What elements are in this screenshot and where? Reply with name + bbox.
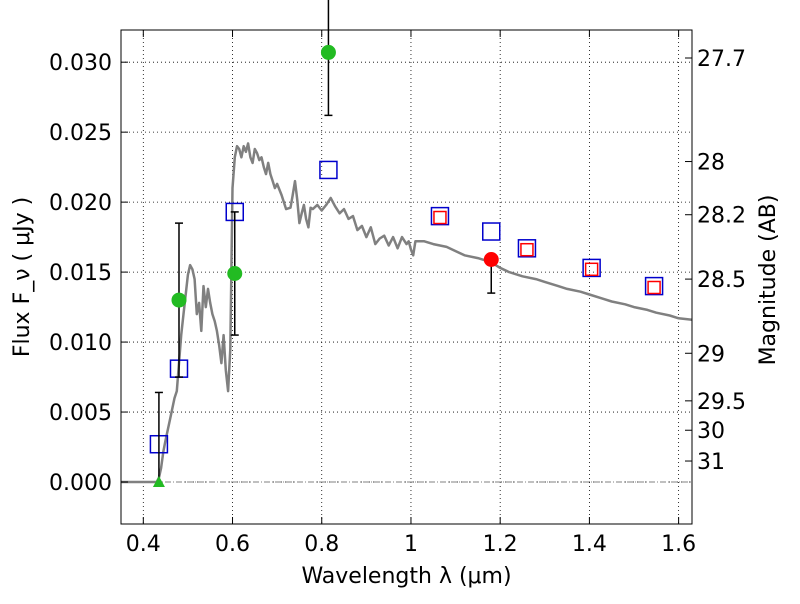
model-sed-line xyxy=(121,142,693,484)
x-tick-label: 1.6 xyxy=(661,532,696,557)
y-axis-label: Flux F_ν ( μJy ) xyxy=(10,197,35,357)
red-square-marker xyxy=(647,280,661,295)
right-tick-label: 28.2 xyxy=(697,204,746,229)
right-tick-label: 31 xyxy=(697,450,725,475)
grid xyxy=(121,30,692,524)
x-axis-label: Wavelength λ (μm) xyxy=(301,564,511,589)
red-circle-marker xyxy=(483,252,499,268)
blue-square-marker xyxy=(430,206,450,226)
y-tick-label: 0.015 xyxy=(49,261,112,286)
data-series xyxy=(121,0,693,488)
x-axis-ticks: 0.4 0.6 0.8 1 1.2 1.4 1.6 xyxy=(126,30,696,557)
right-tick-label: 29 xyxy=(697,342,725,367)
red-square-marker xyxy=(433,210,447,225)
red-square-marker xyxy=(584,262,599,277)
y-tick-label: 0.000 xyxy=(49,471,112,496)
y-tick-label: 0.025 xyxy=(49,121,112,146)
x-tick-label: 0.4 xyxy=(126,532,161,557)
blue-square-marker xyxy=(482,222,501,241)
green-triangle-marker xyxy=(152,476,165,488)
right-tick-label: 28 xyxy=(697,151,725,176)
green-circle-marker xyxy=(320,44,336,60)
right-tick-label: 28.5 xyxy=(697,268,746,293)
blue-square-marker xyxy=(582,258,601,278)
right-tick-label: 29.5 xyxy=(697,390,746,415)
x-tick-label: 1.4 xyxy=(572,532,607,557)
y-tick-label: 0.005 xyxy=(49,401,112,426)
right-axis-ticks: 27.7 28 28.2 28.5 29 29.5 30 31 xyxy=(685,47,746,475)
x-tick-label: 1 xyxy=(404,532,418,557)
y-axis-ticks: 0.000 0.005 0.010 0.015 0.020 0.025 0.030 xyxy=(49,51,128,496)
blue-square-marker xyxy=(644,276,664,296)
right-tick-label: 30 xyxy=(697,419,725,444)
right-tick-label: 27.7 xyxy=(697,47,746,72)
x-tick-label: 1.2 xyxy=(483,532,518,557)
blue-square-marker xyxy=(319,160,338,180)
y-tick-label: 0.030 xyxy=(49,51,112,76)
y-tick-label: 0.020 xyxy=(49,191,112,216)
x-tick-label: 0.8 xyxy=(304,532,339,557)
y-tick-label: 0.010 xyxy=(49,331,112,356)
right-axis-label: Magnitude (AB) xyxy=(756,195,781,366)
green-circle-marker xyxy=(171,292,187,308)
green-circle-marker xyxy=(227,266,243,282)
red-square-marker xyxy=(520,242,534,257)
blue-square-marker xyxy=(517,239,537,258)
plot-frame xyxy=(120,29,693,525)
x-tick-label: 0.6 xyxy=(215,532,250,557)
